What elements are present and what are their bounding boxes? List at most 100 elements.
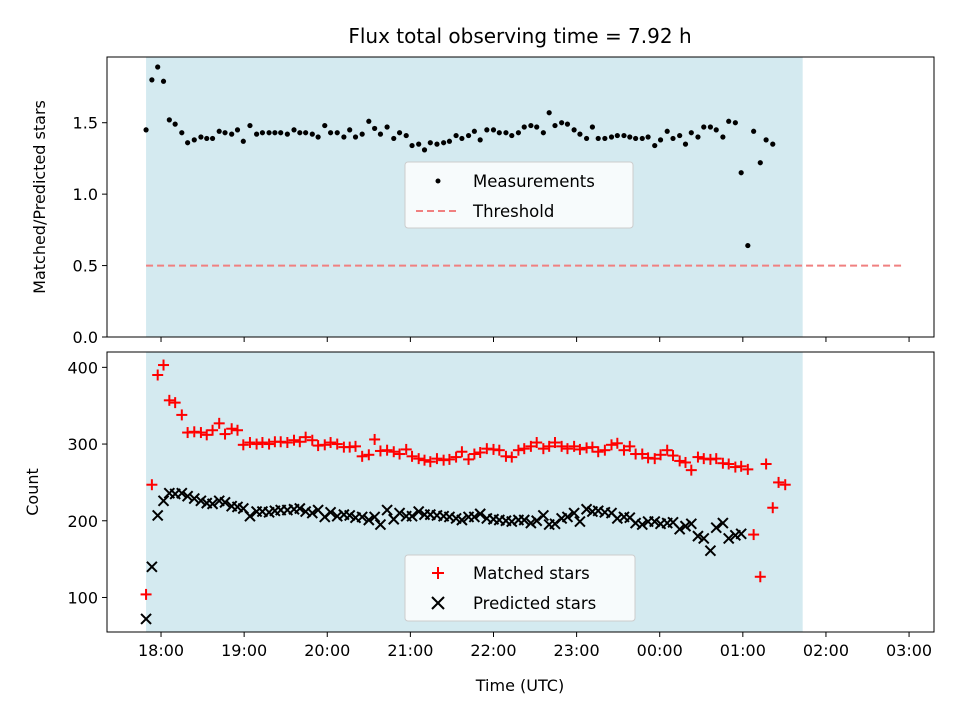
matched-star-point: [556, 440, 568, 452]
top-panel-legend-box: [404, 161, 634, 229]
matched-star-point: [281, 437, 293, 449]
matched-star-point: [561, 443, 573, 455]
matched-star-point: [723, 458, 735, 470]
matched-star-point: [319, 439, 331, 451]
bottom-panel-x-ticks: 18:00 19:00 20:00 21:00 22:00 23:00 00:00 01:00…: [138, 632, 932, 660]
matched-star-point: [685, 464, 697, 476]
x-tick-label: 02:00: [803, 641, 849, 660]
measurement-point: [595, 135, 601, 142]
predicted-star-point: [140, 613, 152, 625]
matched-star-point: [406, 450, 418, 462]
measurement-point: [713, 127, 719, 133]
legend-matched-label: Matched stars: [473, 564, 590, 583]
matched-star-point: [512, 444, 524, 456]
measurement-point: [143, 127, 149, 133]
matched-star-point: [674, 455, 686, 467]
measurement-point: [496, 130, 502, 136]
predicted-star-point: [412, 505, 425, 518]
measurement-point: [695, 134, 701, 140]
measurement-point: [284, 131, 290, 137]
legend-predicted-marker: [431, 596, 445, 610]
predicted-star-point: [406, 510, 418, 522]
measurement-point: [434, 141, 440, 147]
measurement-point: [645, 134, 651, 140]
matched-star-point: [431, 453, 443, 465]
measurement-point: [396, 130, 403, 136]
measurement-point: [327, 130, 334, 136]
predicted-star-point: [188, 492, 200, 505]
measurement-point: [421, 147, 428, 153]
matched-star-point: [468, 448, 480, 460]
predicted-star-point: [710, 521, 722, 534]
y-tick-label: 0.5: [73, 257, 98, 276]
measurement-point: [720, 134, 726, 140]
predicted-star-point: [525, 517, 537, 529]
measurement-point: [172, 121, 178, 127]
measurement-point: [334, 130, 340, 136]
chart-title: Flux total observing time = 7.92 h: [348, 24, 691, 48]
predicted-star-point: [393, 507, 406, 519]
matched-star-point: [735, 460, 747, 472]
predicted-star-point: [474, 508, 486, 520]
matched-star-point: [649, 453, 661, 465]
measurement-point: [670, 135, 676, 142]
measurement-point: [664, 128, 670, 134]
matched-star-point: [195, 427, 207, 439]
measurement-point: [652, 142, 658, 149]
measurement-point: [309, 131, 315, 137]
matched-star-point: [288, 434, 300, 446]
matched-star-point: [381, 444, 393, 456]
matched-star-point: [201, 429, 213, 441]
predicted-star-point: [636, 518, 648, 531]
matched-star-point: [394, 448, 406, 460]
measurement-point: [347, 127, 353, 133]
matched-star-point: [531, 437, 543, 449]
measurement-point: [272, 130, 278, 136]
measurement-point: [484, 127, 490, 133]
measurement-point: [614, 132, 620, 139]
matched-star-point: [506, 451, 518, 463]
bottom-panel: 18:00 19:00 20:00 21:00 22:00 23:00 00:00 01:00…: [23, 351, 935, 695]
predicted-star-point: [506, 515, 518, 528]
measurement-point: [179, 130, 185, 136]
measurement-point: [254, 131, 260, 137]
predicted-star-point: [381, 504, 393, 516]
predicted-star-point: [580, 503, 593, 515]
measurement-point: [322, 122, 328, 129]
y-tick-label: 400: [67, 358, 98, 377]
matched-star-point: [400, 443, 412, 455]
predicted-star-point: [611, 512, 624, 525]
matched-star-point: [350, 440, 362, 452]
matched-star-point: [294, 436, 306, 448]
measurement-point: [602, 135, 608, 142]
measurement-point: [546, 110, 552, 116]
measurement-point: [528, 122, 534, 129]
x-axis-title: Time (UTC): [475, 676, 564, 695]
predicted-star-point: [324, 506, 337, 519]
matched-star-point: [256, 437, 268, 449]
measurement-point: [577, 131, 583, 137]
legend-matched-marker: [432, 567, 444, 579]
measurement-point: [657, 137, 664, 143]
predicted-star-point: [363, 514, 375, 526]
matched-star-point: [537, 443, 549, 455]
measurement-point: [682, 141, 689, 147]
top-panel-legend: Measurements Threshold: [404, 161, 634, 229]
x-tick-label: 00:00: [637, 641, 683, 660]
matched-star-point: [424, 456, 436, 468]
top-panel-y-ticks: 0.0 0.5 1.0 1.5: [73, 114, 107, 347]
predicted-star-point: [374, 518, 387, 531]
predicted-star-point: [629, 517, 642, 529]
measurement-point: [453, 132, 459, 139]
matched-star-point: [760, 458, 772, 470]
predicted-star-point: [692, 530, 704, 542]
measurement-point: [509, 132, 515, 139]
measurement-point: [559, 120, 565, 126]
matched-star-point: [543, 440, 555, 452]
measurement-point: [459, 135, 465, 142]
measurement-point: [540, 130, 546, 136]
matched-star-point: [207, 424, 219, 436]
measurement-point: [621, 132, 627, 139]
measurement-point: [259, 130, 266, 136]
matched-star-point: [618, 444, 630, 456]
